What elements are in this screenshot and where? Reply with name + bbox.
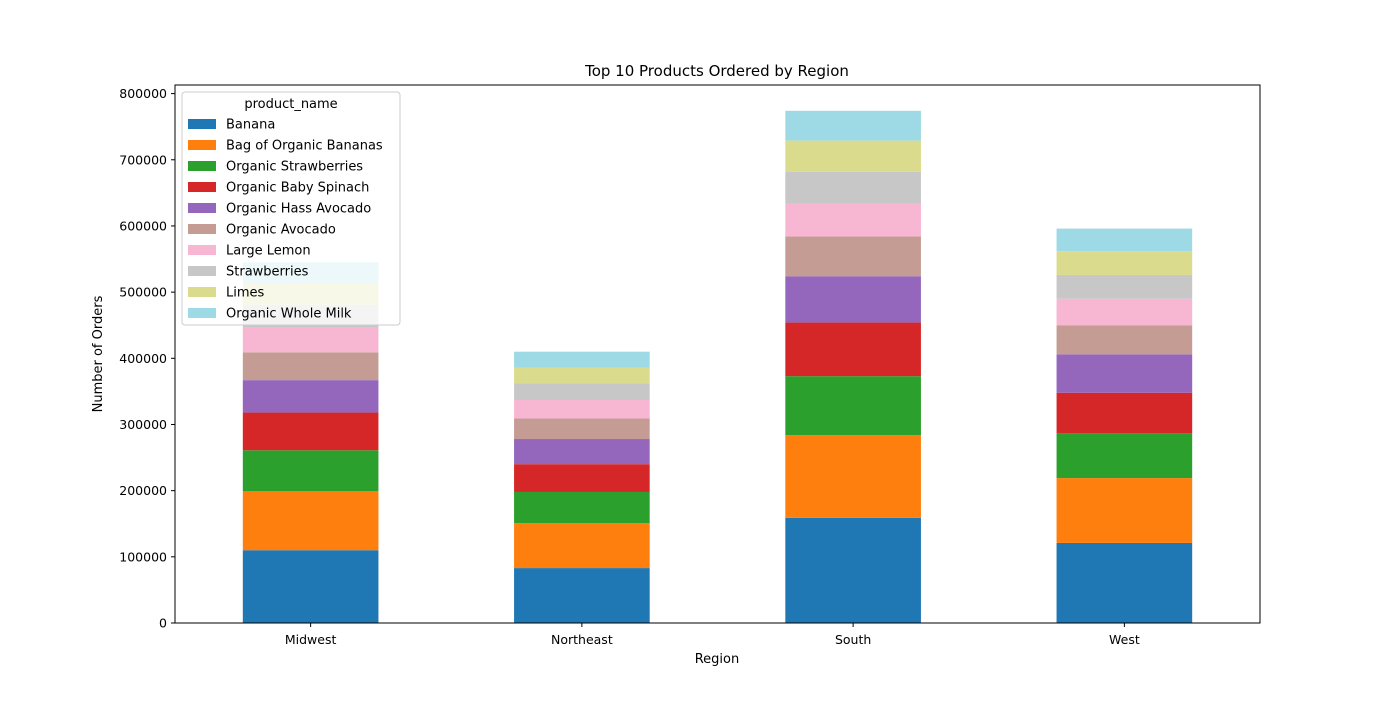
bar-segment <box>514 351 650 368</box>
bar-segment <box>785 110 921 141</box>
bar-segment <box>1056 542 1193 623</box>
legend-label: Strawberries <box>226 265 309 280</box>
legend-label: Organic Baby Spinach <box>226 181 369 196</box>
legend: product_name Banana Bag of Organic Banana… <box>181 91 401 326</box>
legend-label: Organic Hass Avocado <box>226 202 371 217</box>
bar-segment <box>785 171 921 204</box>
legend-swatch <box>188 161 216 171</box>
bar-segment <box>242 550 379 623</box>
legend-swatch <box>188 266 216 276</box>
legend-swatch <box>188 245 216 255</box>
bar-segment <box>1056 325 1193 355</box>
legend-title: product_name <box>244 97 337 112</box>
bar-segment <box>242 352 379 381</box>
bar-segment <box>1056 251 1193 275</box>
bar-segment <box>514 491 650 524</box>
y-tick-label: 0 <box>159 616 167 631</box>
bar-segment <box>785 322 921 377</box>
y-tick-label: 800000 <box>119 86 167 101</box>
y-tick-label: 100000 <box>119 549 167 564</box>
legend-items: Banana Bag of Organic Bananas Organic Stra… <box>188 118 383 322</box>
legend-swatch <box>188 182 216 192</box>
bar-segment <box>514 383 650 400</box>
bar-segment <box>1056 298 1193 326</box>
y-tick-label: 200000 <box>119 483 167 498</box>
bar-segment <box>514 439 650 465</box>
y-tick-label: 300000 <box>119 417 167 432</box>
bar-segment <box>514 464 650 492</box>
legend-label: Bag of Organic Bananas <box>226 139 383 154</box>
legend-swatch <box>188 224 216 234</box>
bar-segment <box>242 327 379 353</box>
x-tick-label: West <box>1109 632 1140 647</box>
x-tick-label: Midwest <box>285 632 337 647</box>
legend-label: Organic Strawberries <box>226 160 363 175</box>
bar-segment <box>785 376 921 436</box>
bar-segment <box>1056 433 1193 479</box>
bar-segment <box>785 203 921 237</box>
bar-segment <box>785 435 921 518</box>
bar-segment <box>785 140 921 172</box>
bar-segment <box>242 491 379 551</box>
legend-label: Banana <box>226 118 275 133</box>
legend-label: Limes <box>226 286 265 301</box>
legend-label: Large Lemon <box>226 244 311 259</box>
x-axis-label: Region <box>695 652 740 667</box>
y-tick-label: 600000 <box>119 218 167 233</box>
y-tick-label: 500000 <box>119 285 167 300</box>
bar-segment <box>514 523 650 569</box>
y-axis-label: Number of Orders <box>91 295 106 412</box>
bar-segment <box>514 418 650 440</box>
legend-swatch <box>188 140 216 150</box>
bar-segment <box>1056 274 1193 299</box>
bar-segment <box>785 236 921 277</box>
axes-layer: 0 100000 200000 300000 400000 500000 600000 700… <box>119 84 1261 647</box>
y-tick-label: 700000 <box>119 152 167 167</box>
bar-segment <box>785 517 921 623</box>
bar-segment <box>1056 392 1193 434</box>
bar-segment <box>785 276 921 323</box>
bar-segment <box>242 450 379 492</box>
bar-segment <box>1056 354 1193 393</box>
bar-segment <box>514 399 650 419</box>
legend-swatch <box>188 287 216 297</box>
y-tick-label: 400000 <box>119 351 167 366</box>
legend-frame <box>181 91 401 326</box>
plot-frame <box>174 84 1261 624</box>
bar-segment <box>242 380 379 413</box>
legend-swatch <box>188 119 216 129</box>
legend-swatch <box>188 308 216 318</box>
legend-label: Organic Avocado <box>226 223 336 238</box>
bar-segment <box>514 568 650 623</box>
bar-segment <box>1056 478 1193 543</box>
chart-title: Top 10 Products Ordered by Region <box>584 62 849 80</box>
legend-label: Organic Whole Milk <box>226 307 352 322</box>
x-tick-label: South <box>835 632 871 647</box>
x-tick-label: Northeast <box>551 632 613 647</box>
bar-segment <box>242 412 379 451</box>
bar-segment <box>1056 228 1193 252</box>
legend-swatch <box>188 203 216 213</box>
bar-segment <box>514 367 650 384</box>
